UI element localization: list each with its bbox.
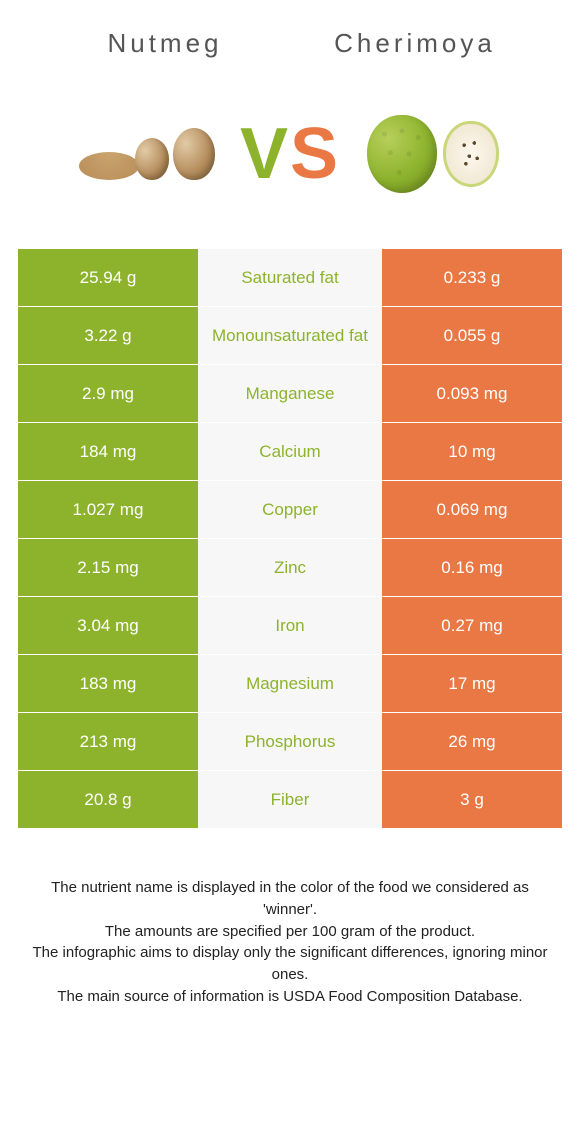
right-value: 0.16 mg [382, 539, 562, 596]
vs-row: VS [0, 69, 580, 249]
left-value: 184 mg [18, 423, 198, 480]
footer-notes: The nutrient name is displayed in the co… [0, 829, 580, 1008]
right-value: 3 g [382, 771, 562, 828]
cherimoya-icon [367, 115, 499, 193]
table-row: 183 mgMagnesium17 mg [18, 655, 562, 713]
nutrient-label: Manganese [198, 365, 382, 422]
table-row: 20.8 gFiber3 g [18, 771, 562, 829]
table-row: 2.9 mgManganese0.093 mg [18, 365, 562, 423]
nutrient-label: Magnesium [198, 655, 382, 712]
table-row: 213 mgPhosphorus26 mg [18, 713, 562, 771]
table-row: 2.15 mgZinc0.16 mg [18, 539, 562, 597]
right-value: 17 mg [382, 655, 562, 712]
vs-label: VS [240, 113, 340, 195]
comparison-table: 25.94 gSaturated fat0.233 g3.22 gMonouns… [18, 249, 562, 829]
right-value: 0.069 mg [382, 481, 562, 538]
left-value: 25.94 g [18, 249, 198, 306]
table-row: 3.04 mgIron0.27 mg [18, 597, 562, 655]
nutrient-label: Saturated fat [198, 249, 382, 306]
right-value: 26 mg [382, 713, 562, 770]
nutrient-label: Monounsaturated fat [198, 307, 382, 364]
right-value: 10 mg [382, 423, 562, 480]
nutrient-label: Iron [198, 597, 382, 654]
left-value: 3.22 g [18, 307, 198, 364]
left-value: 2.9 mg [18, 365, 198, 422]
nutmeg-icon [79, 128, 215, 180]
footer-line: The nutrient name is displayed in the co… [28, 877, 552, 921]
left-food-title: Nutmeg [40, 28, 290, 59]
table-row: 1.027 mgCopper0.069 mg [18, 481, 562, 539]
nutrient-label: Calcium [198, 423, 382, 480]
nutrient-label: Phosphorus [198, 713, 382, 770]
left-food-image [72, 99, 222, 209]
table-row: 3.22 gMonounsaturated fat0.055 g [18, 307, 562, 365]
left-value: 183 mg [18, 655, 198, 712]
nutrient-label: Zinc [198, 539, 382, 596]
left-value: 213 mg [18, 713, 198, 770]
vs-s: S [290, 114, 340, 194]
table-row: 184 mgCalcium10 mg [18, 423, 562, 481]
nutrient-label: Fiber [198, 771, 382, 828]
left-value: 1.027 mg [18, 481, 198, 538]
left-value: 2.15 mg [18, 539, 198, 596]
footer-line: The infographic aims to display only the… [28, 942, 552, 986]
nutrient-label: Copper [198, 481, 382, 538]
table-row: 25.94 gSaturated fat0.233 g [18, 249, 562, 307]
right-food-title: Cherimoya [290, 28, 540, 59]
footer-line: The main source of information is USDA F… [28, 986, 552, 1008]
left-value: 20.8 g [18, 771, 198, 828]
infographic-root: Nutmeg Cherimoya VS 25.94 gSaturated fat… [0, 0, 580, 1008]
right-value: 0.27 mg [382, 597, 562, 654]
right-food-image [358, 99, 508, 209]
title-row: Nutmeg Cherimoya [0, 0, 580, 69]
right-value: 0.093 mg [382, 365, 562, 422]
left-value: 3.04 mg [18, 597, 198, 654]
vs-v: V [240, 114, 290, 194]
right-value: 0.233 g [382, 249, 562, 306]
footer-line: The amounts are specified per 100 gram o… [28, 921, 552, 943]
right-value: 0.055 g [382, 307, 562, 364]
